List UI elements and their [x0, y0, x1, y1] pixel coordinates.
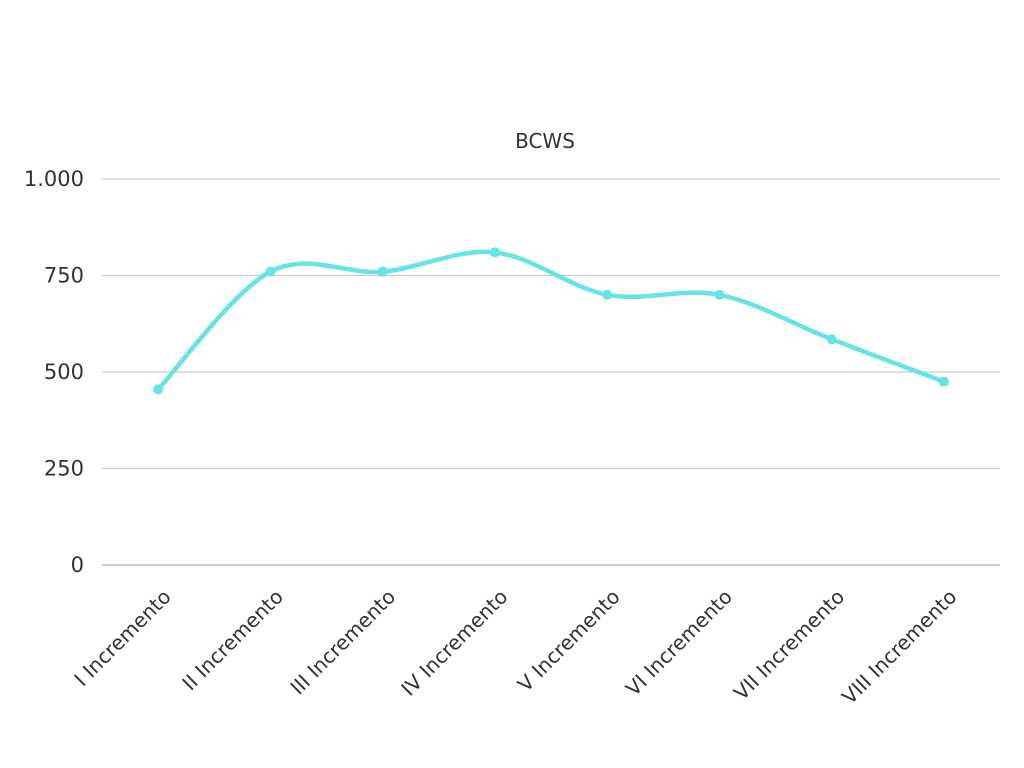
x-tick-label: VIII Incremento [837, 585, 961, 709]
data-point [265, 266, 276, 277]
grid-layer [102, 178, 1000, 566]
data-point [938, 376, 949, 387]
data-point [714, 289, 725, 300]
data-point [826, 334, 837, 345]
y-tick-label: 500 [44, 360, 84, 384]
data-point [153, 384, 164, 395]
x-tick-label: III Incremento [285, 585, 400, 700]
x-tick-label: V Incremento [513, 585, 625, 697]
series-layer [153, 247, 949, 395]
x-tick-label: II Incremento [177, 585, 288, 696]
y-axis-labels: 0 250 500 750 1.000 [24, 167, 84, 577]
y-tick-label: 250 [44, 457, 84, 481]
chart-title: BCWS [515, 129, 575, 153]
data-point [377, 266, 388, 277]
x-tick-label: VI Incremento [621, 585, 737, 701]
data-point [602, 289, 613, 300]
y-tick-label: 0 [71, 553, 84, 577]
series-line [155, 249, 947, 392]
data-point [489, 247, 500, 258]
x-tick-label: IV Incremento [396, 585, 512, 701]
y-tick-label: 1.000 [24, 167, 84, 191]
y-tick-label: 750 [44, 264, 84, 288]
x-tick-label: VII Incremento [729, 585, 849, 705]
x-tick-label: I Incremento [69, 585, 175, 691]
